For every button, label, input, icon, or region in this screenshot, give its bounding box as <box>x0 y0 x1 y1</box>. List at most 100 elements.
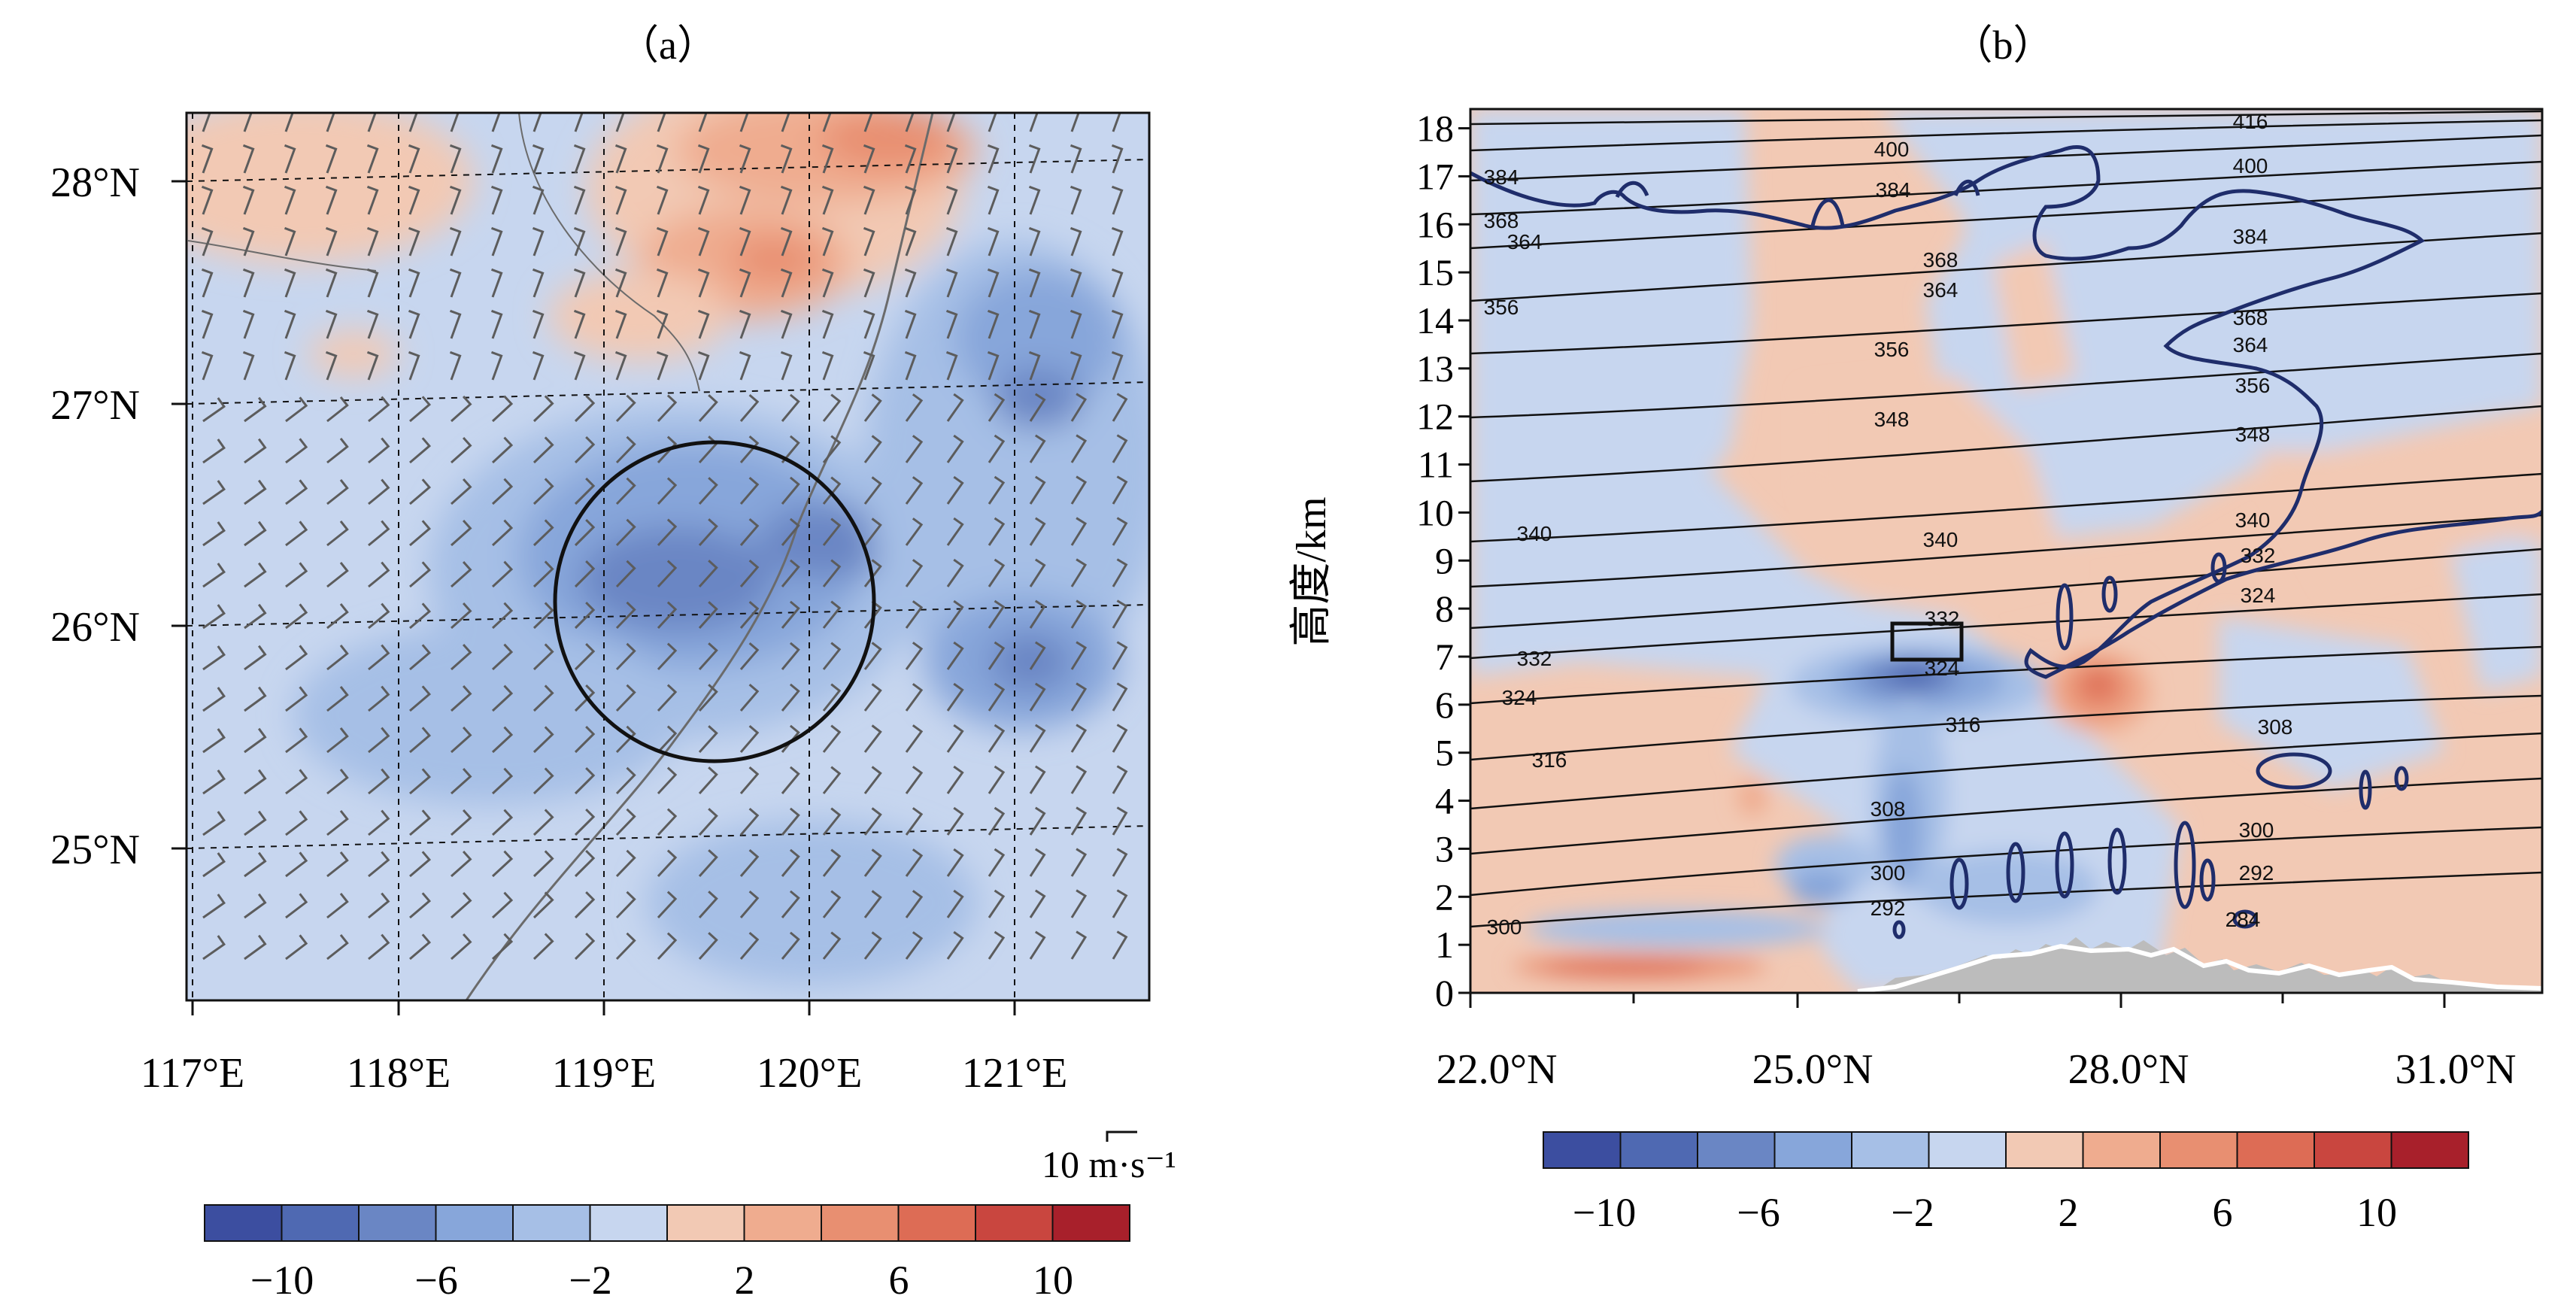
wind-barb <box>987 351 1000 381</box>
wind-barb <box>532 684 554 712</box>
wind-barb <box>739 144 751 174</box>
wind-barb <box>368 892 390 919</box>
wind-barb <box>409 520 432 547</box>
colorbar-segment <box>358 1204 437 1242</box>
panel-b-cbar-tick: −10 <box>1573 1190 1636 1235</box>
wind-barb <box>532 185 545 215</box>
colorbar-segment <box>897 1204 976 1242</box>
wind-barb <box>285 727 308 754</box>
wind-barb <box>946 806 964 836</box>
wind-barb <box>739 683 760 712</box>
wind-barb <box>408 268 420 298</box>
wind-barb <box>490 351 503 381</box>
contour-label: 384 <box>1484 165 1519 189</box>
wind-barb <box>615 684 636 712</box>
wind-barb <box>698 766 718 795</box>
wind-barb <box>573 268 586 298</box>
wind-barb <box>326 892 349 919</box>
wind-barb <box>408 185 420 215</box>
wind-barb <box>739 268 751 298</box>
wind-barb <box>1111 351 1124 381</box>
wind-barb <box>244 645 267 671</box>
contour-label: 368 <box>2233 306 2268 329</box>
wind-barb <box>1070 434 1088 463</box>
wind-barb <box>1111 185 1124 215</box>
wind-barb <box>326 685 349 712</box>
wind-barb <box>449 185 462 215</box>
wind-barb <box>1111 144 1124 174</box>
wind-barb <box>574 395 596 423</box>
panel-b-y-tick: 13 <box>1416 347 1454 390</box>
panel-b-cbar-tick: −6 <box>1737 1190 1780 1235</box>
wind-barb <box>863 351 875 381</box>
wind-barb <box>656 309 669 339</box>
wind-barb <box>1070 889 1088 918</box>
panel-a-y-tick: 27°N <box>50 382 140 429</box>
wind-barb <box>1070 268 1082 298</box>
panel-a-cbar-tick: −10 <box>250 1258 314 1303</box>
panel-a-colorbar <box>204 1204 1130 1242</box>
wind-barb <box>408 113 418 132</box>
wind-barb <box>284 144 296 174</box>
wind-barb <box>532 726 554 754</box>
wind-barb <box>285 851 308 878</box>
wind-barb <box>1029 517 1046 546</box>
wind-barb <box>1070 930 1088 960</box>
contour-label: 400 <box>1874 138 1910 161</box>
wind-barb <box>657 684 678 712</box>
wind-barb <box>284 268 296 298</box>
wind-barb <box>325 309 338 339</box>
colorbar-segment <box>821 1204 900 1242</box>
wind-barb <box>988 393 1006 422</box>
wind-barb <box>408 309 420 339</box>
wind-barb <box>408 226 420 256</box>
contour-label: 308 <box>2258 715 2293 739</box>
contour-label: 340 <box>1517 522 1552 545</box>
wind-barb <box>988 517 1006 546</box>
wind-barb <box>1028 351 1041 381</box>
wind-barb <box>368 809 390 836</box>
wind-barb <box>904 185 917 215</box>
wind-barb <box>202 852 226 878</box>
panel-a-frame <box>185 111 1151 1002</box>
contour-label: 284 <box>2226 908 2261 931</box>
colorbar-segment <box>2082 1131 2161 1169</box>
wind-barb <box>988 806 1006 836</box>
wind-barb <box>822 724 842 753</box>
contour-label: 340 <box>1923 528 1959 551</box>
wind-barb <box>368 727 390 754</box>
wind-barb <box>739 517 760 546</box>
wind-barb <box>821 351 834 381</box>
panel-a-y-tick: 26°N <box>50 604 140 651</box>
wind-barb <box>325 185 338 215</box>
wind-barb <box>781 476 800 505</box>
wind-barb <box>863 185 875 215</box>
wind-barb <box>451 851 472 878</box>
wind-barb <box>615 725 636 754</box>
panel-b-x-tick: 22.0°N <box>1437 1046 1558 1093</box>
wind-barb <box>326 113 335 132</box>
wind-barb <box>863 807 882 836</box>
wind-barb <box>781 683 800 712</box>
contour-label: 356 <box>1484 296 1519 319</box>
panel-b-x-tick: 28.0°N <box>2068 1046 2189 1093</box>
wind-barb <box>284 351 296 381</box>
wind-barb <box>904 309 917 339</box>
wind-barb <box>574 519 596 547</box>
wind-barb <box>657 766 678 795</box>
wind-barb <box>781 848 800 877</box>
wind-barb <box>285 479 308 505</box>
panel-a-x-tick: 121°E <box>962 1050 1068 1097</box>
contour-label: 364 <box>2233 333 2268 357</box>
wind-barb <box>614 268 627 298</box>
wind-barb <box>780 144 793 174</box>
contour-label: 368 <box>1484 209 1519 232</box>
wind-barb <box>863 766 882 794</box>
wind-barb <box>491 113 501 132</box>
wind-barb <box>242 144 255 174</box>
wind-barb <box>285 934 308 961</box>
wind-barb <box>409 561 432 588</box>
panel-b-y-tick: 2 <box>1435 876 1454 918</box>
wind-barb <box>325 351 338 381</box>
wind-barb <box>368 644 390 671</box>
